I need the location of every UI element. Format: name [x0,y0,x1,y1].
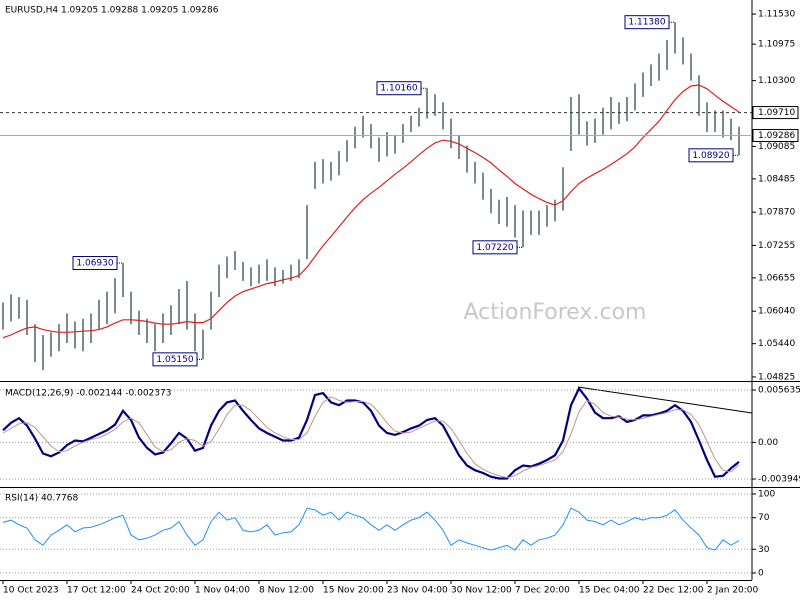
annotation-box [624,15,670,30]
annotation-box [152,352,198,367]
annotation-label: 1.10160 [380,84,417,94]
indicator-line [2,396,740,479]
annotation-label: 1.11380 [628,18,665,28]
y-tick-label: 0.00 [758,438,778,448]
level-label-box [752,129,799,143]
annotation-box [376,81,422,96]
y-tick-label: 0.005635 [758,386,800,396]
y-tick-label: 0 [758,568,764,578]
level-label: 1.09710 [758,108,795,118]
y-tick-label: 1.06655 [758,273,795,283]
annotation-label: 1.06930 [76,259,113,269]
annotation-box [688,148,734,163]
y-tick-label: 1.08485 [758,174,795,184]
y-tick-label: 1.10300 [758,76,795,86]
moving-average [2,84,740,339]
x-tick-label: 22 Dec 12:00 [643,586,704,596]
y-tick-label: 70 [758,513,770,523]
annotation-label: 1.07220 [476,243,513,253]
y-tick-label: 1.07870 [758,208,795,218]
y-tick-label: 1.05440 [758,339,795,349]
x-tick-label: 17 Oct 12:00 [67,586,126,596]
y-tick-label: 100 [758,490,775,500]
y-tick-label: 1.10975 [758,40,795,50]
trend-line [577,386,753,414]
annotation-label: 1.05150 [156,355,193,365]
x-tick-label: 7 Dec 20:00 [515,586,570,596]
y-tick-label: 1.04825 [758,372,795,382]
y-tick-label: 1.06040 [758,307,795,317]
x-tick-label: 8 Nov 12:00 [259,586,314,596]
panel-title: RSI(14) 40.7768 [5,494,78,504]
indicator-line [2,507,740,551]
annotation-label: 1.08920 [692,151,729,161]
level-label-box [752,106,799,120]
x-tick-label: 1 Nov 04:00 [195,586,250,596]
panel-title: MACD(12,26,9) -0.002144 -0.002373 [5,389,171,399]
annotation-box [72,256,118,271]
x-tick-label: 23 Nov 04:00 [387,586,448,596]
panel-title: EURUSD,H4 1.09205 1.09288 1.09205 1.0928… [5,6,219,16]
y-tick-label: 1.09085 [758,142,795,152]
y-tick-label: 1.11530 [758,10,795,20]
x-tick-label: 24 Oct 20:00 [131,586,190,596]
y-tick-label: 30 [758,545,770,555]
level-label: 1.09286 [758,131,795,141]
annotation-box [472,240,518,255]
x-tick-label: 2 Jan 20:00 [707,586,759,596]
x-tick-label: 10 Oct 2023 [3,586,59,596]
y-tick-label: -0.003949 [758,475,800,485]
x-tick-label: 15 Dec 04:00 [579,586,640,596]
y-tick-label: 1.07255 [758,241,795,251]
watermark: ActionForex.com [464,300,647,325]
x-tick-label: 15 Nov 20:00 [323,586,384,596]
x-tick-label: 30 Nov 12:00 [451,586,512,596]
